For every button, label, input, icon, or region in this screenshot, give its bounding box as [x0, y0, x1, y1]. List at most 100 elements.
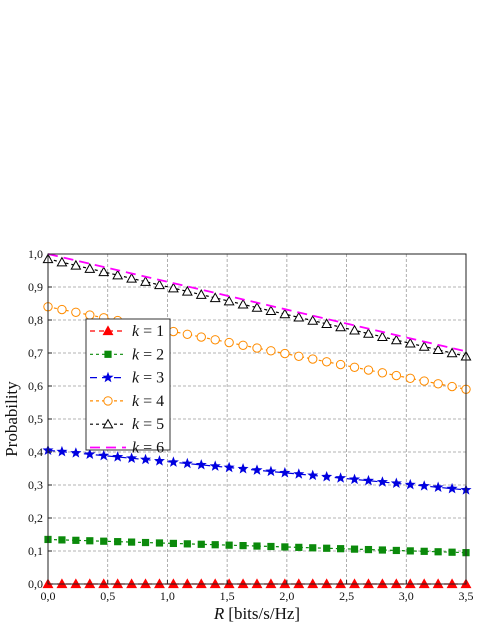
marker: [211, 541, 219, 549]
marker: [84, 448, 96, 459]
marker: [70, 259, 82, 270]
marker: [224, 337, 234, 348]
marker: [84, 263, 96, 273]
marker: [307, 469, 319, 481]
marker: [418, 340, 430, 351]
marker: [349, 362, 360, 372]
marker: [434, 548, 442, 556]
legend-item: k = 4: [90, 393, 164, 410]
marker: [293, 468, 305, 479]
legend-label: k = 5: [132, 416, 164, 433]
marker: [253, 542, 261, 550]
x-tick-label: 3,5: [459, 589, 474, 603]
legend-item: k = 3: [90, 370, 164, 387]
marker: [100, 537, 108, 545]
marker: [279, 466, 291, 478]
marker: [237, 463, 249, 474]
marker: [335, 472, 347, 483]
marker: [114, 538, 122, 546]
marker: [362, 474, 374, 486]
x-tick-label: 0,0: [41, 589, 56, 603]
marker: [420, 547, 428, 555]
marker: [267, 542, 275, 551]
marker: [295, 543, 303, 551]
marker: [58, 536, 66, 544]
y-axis-label: Probability: [2, 381, 21, 457]
x-tick-label: 3,0: [399, 589, 414, 603]
y-tick-label: 0,8: [28, 313, 43, 327]
legend: k = 1 k = 2 k = 3 k = 4 k = 5 k = 6: [85, 318, 171, 457]
marker: [265, 305, 277, 316]
marker: [349, 324, 360, 335]
legend-label: k = 1: [132, 323, 164, 340]
marker: [392, 546, 400, 555]
marker: [71, 307, 81, 317]
y-tick-label: 1,0: [28, 247, 43, 261]
x-axis-variable: R: [213, 604, 225, 623]
marker: [237, 298, 249, 309]
marker: [56, 445, 68, 457]
x-tick-label: 0,5: [100, 589, 115, 603]
marker: [307, 314, 319, 325]
marker: [337, 545, 345, 553]
marker: [446, 347, 458, 358]
marker: [209, 460, 221, 471]
marker: [98, 266, 110, 277]
x-tick-label: 2,0: [279, 589, 294, 603]
marker: [404, 337, 416, 348]
marker: [349, 473, 361, 485]
series-3: [42, 444, 472, 495]
legend-item: k = 5: [90, 416, 164, 433]
marker: [390, 477, 402, 489]
marker: [448, 548, 456, 556]
marker: [182, 329, 193, 339]
marker: [238, 340, 248, 350]
marker: [321, 357, 332, 367]
marker: [363, 365, 374, 375]
y-tick-label: 0,0: [28, 577, 43, 591]
legend-item: k = 6: [90, 440, 164, 457]
y-tick-label: 0,2: [28, 511, 43, 525]
marker: [364, 545, 373, 554]
marker: [128, 538, 136, 546]
marker: [195, 289, 207, 299]
marker: [57, 304, 67, 315]
marker: [85, 310, 95, 320]
marker: [183, 540, 191, 548]
x-tick-label: 1,0: [160, 589, 175, 603]
marker: [293, 311, 305, 322]
legend-label: k = 3: [132, 370, 164, 387]
marker: [72, 536, 80, 544]
marker: [390, 334, 402, 345]
marker: [251, 464, 263, 475]
marker: [404, 478, 416, 490]
marker: [265, 465, 277, 477]
marker: [154, 279, 165, 290]
marker: [223, 461, 235, 473]
marker: [308, 354, 318, 364]
marker: [102, 371, 114, 383]
marker: [419, 376, 429, 386]
legend-label: k = 4: [132, 393, 164, 410]
marker: [112, 451, 124, 462]
marker: [280, 348, 290, 359]
marker: [281, 543, 289, 551]
marker: [102, 325, 114, 336]
marker: [70, 447, 82, 458]
y-tick-label: 0,6: [28, 379, 43, 393]
marker: [321, 318, 333, 329]
marker: [167, 282, 179, 293]
x-axis-label: R [bits/s/Hz]: [213, 604, 300, 623]
y-tick-label: 0,5: [28, 412, 43, 426]
series-5: [42, 253, 472, 361]
legend-label: k = 2: [132, 346, 164, 363]
marker: [167, 456, 179, 467]
marker: [433, 379, 443, 389]
legend-item: k = 1: [90, 323, 164, 340]
marker: [418, 480, 430, 491]
marker: [350, 545, 359, 553]
marker: [56, 256, 68, 267]
marker: [323, 544, 331, 552]
marker: [210, 335, 220, 345]
